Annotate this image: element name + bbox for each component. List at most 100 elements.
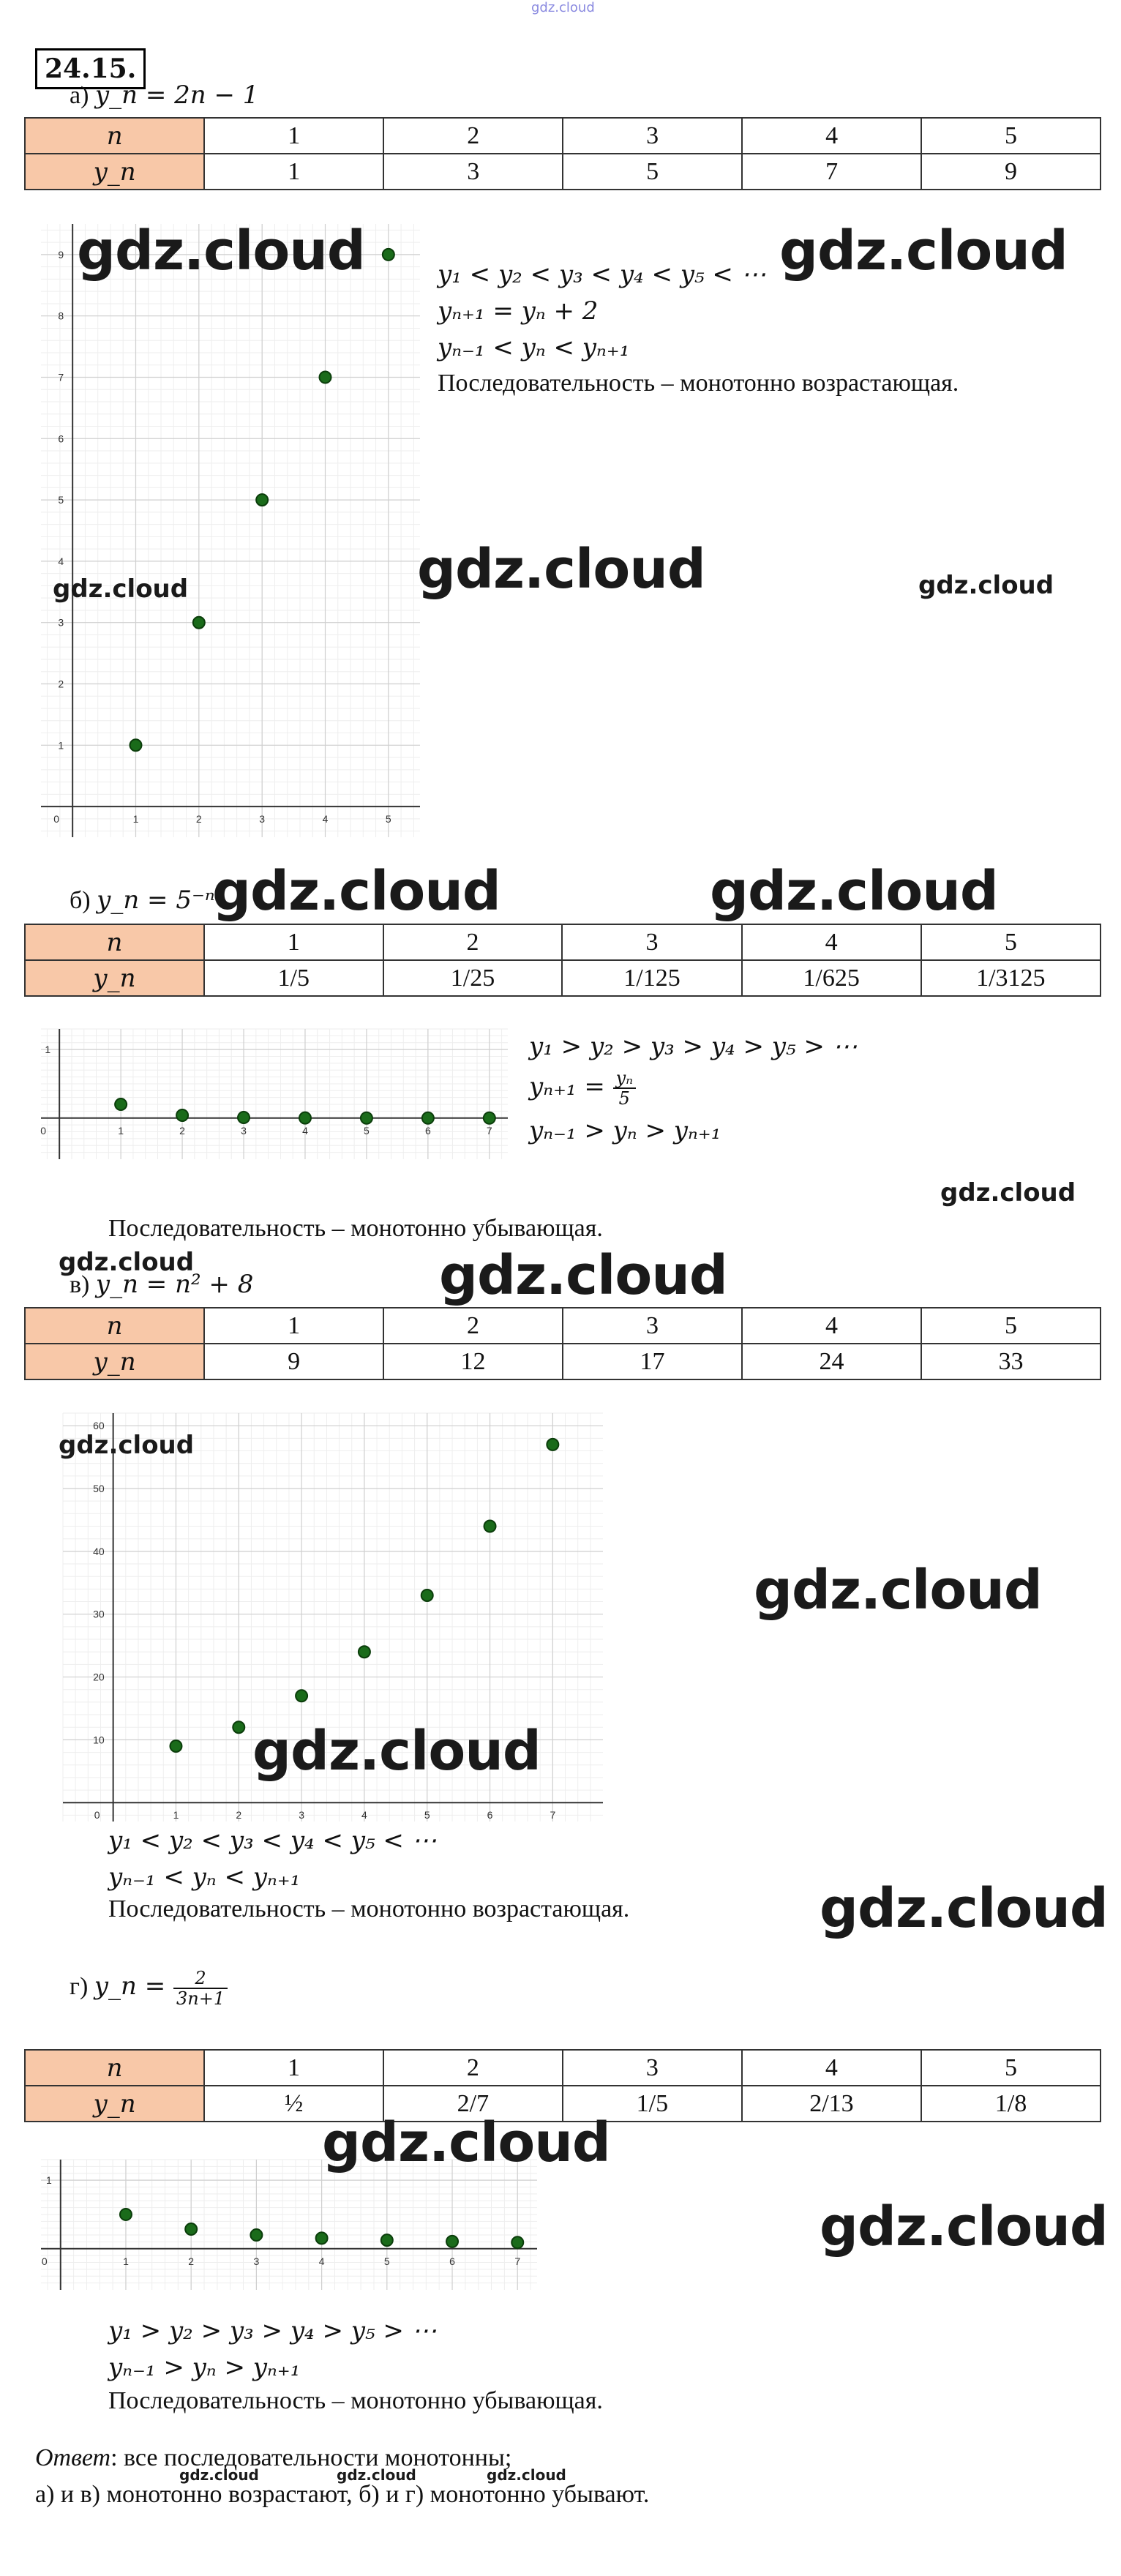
table-cell: 17 xyxy=(562,1343,743,1380)
data-point xyxy=(129,738,143,752)
part-b-line-2: yₙ₋₁ > yₙ > yₙ₊₁ xyxy=(529,1116,721,1145)
chart-grid xyxy=(62,1412,603,1821)
data-point xyxy=(380,2234,394,2247)
y-tick-label: 4 xyxy=(58,555,64,567)
x-tick-label: 3 xyxy=(259,813,265,825)
y-tick-label: 60 xyxy=(93,1420,105,1431)
part-b-formula: y_n = 5⁻ⁿ xyxy=(97,886,215,915)
table-cell: 4 xyxy=(741,924,922,961)
x-tick-label: 1 xyxy=(133,813,139,825)
y-tick-label: 9 xyxy=(58,249,64,261)
header-watermark: gdz.cloud xyxy=(531,0,595,15)
y-tick-label: 7 xyxy=(58,372,64,383)
x-tick-label: 4 xyxy=(361,1809,367,1821)
table-row: y_n 1 3 5 7 9 xyxy=(23,153,1101,190)
data-point xyxy=(250,2228,263,2242)
y-tick-label: 5 xyxy=(58,494,64,506)
watermark: gdz.cloud xyxy=(337,2466,416,2484)
table-cell: 3 xyxy=(561,2049,743,2086)
watermark: gdz.cloud xyxy=(940,1178,1076,1208)
watermark: gdz.cloud xyxy=(918,571,1054,600)
watermark: gdz.cloud xyxy=(417,538,706,601)
x-tick-label: 4 xyxy=(302,1125,308,1137)
part-b-line-1: y₁ > y₂ > y₃ > y₄ > y₅ > ⋯ xyxy=(529,1032,858,1061)
answer: Ответ: все последовательности монотонны; xyxy=(35,2444,511,2472)
answer-text: : все последовательности монотонны; xyxy=(110,2444,512,2471)
table-cell: 1/25 xyxy=(382,959,563,997)
chart-v: 0 1 2 3 4 5 6 7 10 20 30 40 50 60 xyxy=(62,1412,603,1821)
part-a-line-3: yₙ₋₁ < yₙ < yₙ₊₁ xyxy=(438,333,630,362)
part-b-recurrence: yₙ₊₁ = yₙ 5 xyxy=(529,1068,636,1108)
y-header: y_n xyxy=(24,959,205,997)
recurrence-lhs: yₙ₊₁ = xyxy=(529,1072,613,1101)
table-cell: 2 xyxy=(383,1307,563,1344)
table-cell: 4 xyxy=(741,117,923,154)
table-cell: 9 xyxy=(921,153,1101,190)
y-tick-label: 20 xyxy=(93,1671,105,1683)
data-point xyxy=(357,1645,371,1659)
table-cell: 1/625 xyxy=(741,959,922,997)
data-point xyxy=(169,1739,183,1753)
part-g-line-1: y₁ > y₂ > y₃ > y₄ > y₅ > ⋯ xyxy=(108,2316,437,2345)
x-tick-label: 1 xyxy=(173,1809,179,1821)
part-g-conclusion: Последовательность – монотонно убывающая… xyxy=(108,2387,603,2414)
x-tick-label: 0 xyxy=(42,2255,48,2267)
part-a-conclusion: Последовательность – монотонно возрастаю… xyxy=(438,370,959,397)
x-tick-label: 3 xyxy=(241,1125,247,1137)
part-b-table: n 1 2 3 4 5 y_n 1/5 1/25 1/125 1/625 1/3… xyxy=(24,924,1102,997)
watermark: gdz.cloud xyxy=(439,1244,728,1307)
table-row: y_n 9 12 17 24 33 xyxy=(23,1343,1102,1380)
watermark: gdz.cloud xyxy=(77,220,366,282)
data-point xyxy=(114,1098,128,1112)
x-tick-label: 6 xyxy=(449,2255,455,2267)
table-cell: 2/13 xyxy=(741,2085,922,2122)
part-v-line-2: yₙ₋₁ < yₙ < yₙ₊₁ xyxy=(108,1862,301,1892)
y-header: y_n xyxy=(23,153,206,190)
table-row: y_n ½ 2/7 1/5 2/13 1/8 xyxy=(23,2085,1102,2122)
table-cell: 9 xyxy=(203,1343,385,1380)
y-tick-label: 40 xyxy=(93,1546,105,1557)
watermark: gdz.cloud xyxy=(710,860,999,923)
watermark: gdz.cloud xyxy=(59,1431,195,1460)
x-tick-label: 7 xyxy=(514,2255,520,2267)
x-tick-label: 2 xyxy=(179,1125,185,1137)
part-g-label: г) xyxy=(70,1972,89,2000)
x-tick-label: 6 xyxy=(425,1125,431,1137)
table-row: n 1 2 3 4 5 xyxy=(23,117,1101,154)
chart-g: 0 1 2 3 4 5 6 7 1 xyxy=(41,2159,537,2290)
data-point xyxy=(420,1588,434,1602)
table-row: n 1 2 3 4 5 xyxy=(23,1307,1102,1344)
table-row: n 1 2 3 4 5 xyxy=(23,2049,1102,2086)
part-a-line-1: y₁ < y₂ < y₃ < y₄ < y₅ < ⋯ xyxy=(438,260,766,289)
y-tick-label: 2 xyxy=(58,678,64,690)
part-a-table: n 1 2 3 4 5 y_n 1 3 5 7 9 xyxy=(23,117,1101,190)
x-tick-label: 2 xyxy=(236,1809,241,1821)
watermark: gdz.cloud xyxy=(779,220,1068,282)
n-header: n xyxy=(23,1307,206,1344)
watermark: gdz.cloud xyxy=(322,2111,611,2174)
chart-grid xyxy=(41,2159,537,2290)
table-cell: 1/8 xyxy=(920,2085,1102,2122)
fraction-denominator: 3n+1 xyxy=(176,1988,225,2009)
y-header: y_n xyxy=(23,2085,206,2122)
y-tick-label: 10 xyxy=(93,1734,105,1745)
recurrence-fraction: yₙ 5 xyxy=(612,1068,636,1108)
part-a-label: а) xyxy=(70,82,89,109)
n-header: n xyxy=(23,2049,206,2086)
data-point xyxy=(255,493,269,507)
problem-number: 24.15. xyxy=(35,48,146,89)
part-g-line-2: yₙ₋₁ > yₙ > yₙ₊₁ xyxy=(108,2353,301,2382)
x-tick-label: 2 xyxy=(188,2255,194,2267)
watermark: gdz.cloud xyxy=(820,2195,1109,2258)
x-tick-label: 4 xyxy=(323,813,329,825)
data-point xyxy=(483,1519,497,1533)
x-tick-label: 3 xyxy=(253,2255,259,2267)
part-v-label: в) xyxy=(70,1271,90,1298)
watermark: gdz.cloud xyxy=(754,1559,1043,1622)
y-tick-label: 6 xyxy=(58,433,64,444)
table-cell: 3 xyxy=(562,1307,743,1344)
table-cell: 33 xyxy=(920,1343,1102,1380)
table-cell: 5 xyxy=(921,117,1101,154)
table-cell: 5 xyxy=(920,924,1102,961)
part-a-line-2: yₙ₊₁ = yₙ + 2 xyxy=(438,296,599,326)
